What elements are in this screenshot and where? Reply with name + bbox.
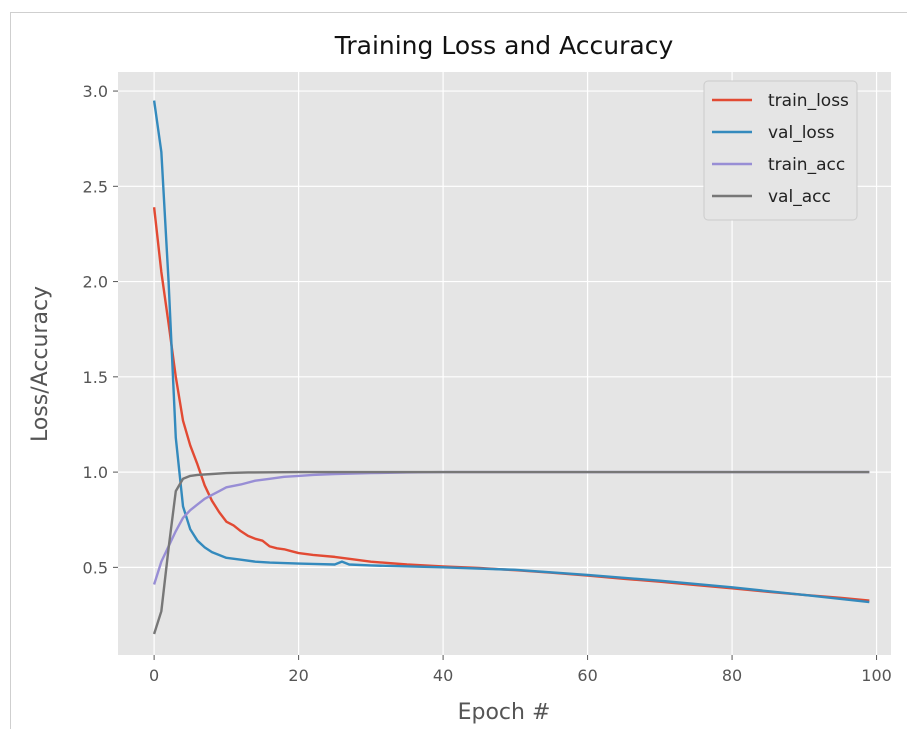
chart-title: Training Loss and Accuracy (334, 31, 674, 60)
x-tick-label: 100 (861, 666, 892, 685)
x-tick-label: 80 (722, 666, 742, 685)
legend-box (703, 80, 858, 221)
y-tick-label: 2.0 (83, 273, 108, 292)
y-axis-ticks: 0.5 1.0 1.5 2.0 2.5 3.0 (83, 82, 118, 577)
x-tick-label: 40 (433, 666, 453, 685)
legend-label-train-loss: train_loss (768, 91, 849, 111)
x-axis-label: Epoch # (458, 700, 551, 725)
x-tick-label: 20 (288, 666, 308, 685)
x-tick-label: 60 (577, 666, 597, 685)
y-tick-label: 3.0 (83, 82, 108, 101)
series-layer (152, 100, 870, 635)
legend-label-val-acc: val_acc (768, 187, 831, 207)
x-tick-label: 0 (149, 666, 159, 685)
y-tick-label: 1.0 (83, 463, 108, 482)
y-tick-label: 2.5 (83, 177, 108, 196)
legend: train_loss val_loss train_acc val_acc (703, 80, 858, 221)
y-tick-label: 0.5 (83, 558, 108, 577)
y-tick-label: 1.5 (83, 368, 108, 387)
series-line-val-acc (152, 470, 870, 635)
x-axis-ticks: 0 20 40 60 80 100 (149, 655, 892, 685)
legend-label-train-acc: train_acc (768, 155, 845, 175)
series-line-train-acc (152, 470, 870, 585)
legend-label-val-loss: val_loss (768, 123, 835, 143)
figure-frame (10, 12, 907, 729)
y-axis-label: Loss/Accuracy (28, 286, 53, 442)
